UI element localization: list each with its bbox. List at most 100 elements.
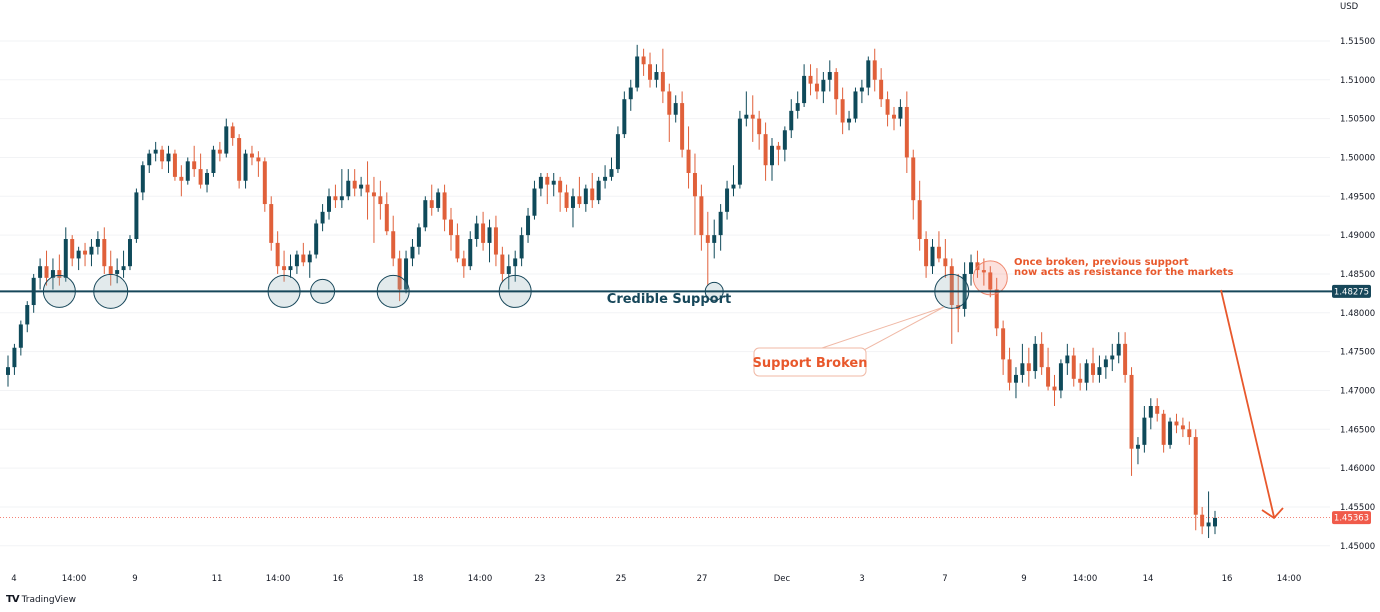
candle-body (442, 192, 447, 220)
candle-body (1142, 417, 1147, 445)
candle-body (198, 169, 203, 185)
time-tick-label: 14 (1143, 574, 1154, 584)
candle-body (519, 235, 524, 259)
support-touch-markers (42, 260, 1008, 309)
tradingview-brand[interactable]: TV TradingView (6, 594, 76, 605)
time-tick-label: 7 (942, 574, 947, 584)
candle-body (282, 266, 287, 271)
time-tick-label: 14:00 (62, 574, 87, 584)
candle-body (455, 235, 460, 259)
candle-body (1103, 359, 1108, 368)
candle-body (404, 258, 409, 290)
candle-body (847, 118, 852, 123)
candle-body (95, 239, 100, 247)
candle-body (969, 262, 974, 274)
candle-body (1135, 444, 1140, 449)
candle-body (859, 87, 864, 92)
bearish-projection-arrow (1220, 289, 1284, 520)
candle-body (288, 266, 293, 271)
candle-body (391, 231, 396, 259)
price-tick-label: 1.49500 (1340, 192, 1375, 202)
candle-body (1033, 343, 1038, 372)
candle-body (526, 215, 531, 236)
time-tick-label: 16 (1222, 574, 1233, 584)
candle-body (802, 75, 807, 104)
candle-body (686, 149, 691, 173)
candle-body (917, 200, 922, 240)
candle-body (1148, 406, 1153, 418)
candle-body (1007, 359, 1012, 383)
candle-body (371, 192, 376, 197)
candle-body (346, 180, 351, 197)
candle-body (269, 204, 274, 243)
candle-body (1058, 363, 1063, 391)
time-tick-label: 27 (697, 574, 708, 584)
candle-body (1168, 421, 1173, 445)
candle-body (705, 235, 710, 243)
candle-body (680, 103, 685, 150)
candle-body (891, 114, 896, 119)
candle-body (564, 192, 569, 208)
price-tick-label: 1.46000 (1340, 464, 1375, 474)
time-tick-label: 23 (535, 574, 546, 584)
candle-body (641, 56, 646, 65)
candle-body (179, 176, 184, 181)
candle-body (416, 227, 421, 247)
price-tick-label: 1.51000 (1340, 76, 1375, 86)
candle-body (635, 56, 640, 88)
candle-body (1046, 367, 1051, 387)
candle-body (660, 72, 665, 92)
candle-body (814, 83, 819, 92)
time-scale[interactable]: 4 14:00 9 11 14:00 16 18 14:00 23 25 27 Dec 3 7 9 14:00… (11, 574, 1301, 584)
candle-body (590, 188, 595, 201)
candle-body (474, 223, 479, 240)
candle-body (1206, 522, 1211, 527)
candle-body (577, 196, 582, 205)
candle-body (70, 239, 75, 259)
candle-body (365, 184, 370, 193)
price-tick-label: 1.51500 (1340, 37, 1375, 47)
candle-body (57, 270, 62, 278)
candle-body (654, 72, 659, 80)
candle-body (1071, 355, 1076, 379)
price-scale[interactable]: 1.51500 1.51000 1.50500 1.50000 1.49500 1.490… (1340, 37, 1375, 552)
candle-body (339, 196, 344, 201)
candle-body (834, 72, 839, 100)
candle-body (262, 161, 267, 205)
candle-body (333, 196, 338, 201)
resistance-note-line1: Once broken, previous support (1014, 257, 1189, 268)
price-tick-label: 1.46500 (1340, 425, 1375, 435)
candle-body (449, 219, 453, 236)
candle-body (487, 227, 492, 243)
time-tick-label: Dec (774, 574, 791, 584)
candle-body (1052, 386, 1057, 391)
time-tick-label: 18 (413, 574, 424, 584)
candlestick-series (6, 44, 1217, 539)
candle-body (558, 180, 563, 193)
support-price-tag-bg (1332, 284, 1371, 298)
candle-body (506, 266, 511, 274)
candle-body (673, 103, 678, 115)
price-tick-label: 1.48500 (1340, 270, 1375, 280)
support-price-tag-label: 1.48275 (1334, 287, 1369, 297)
candle-body (667, 91, 672, 115)
candle-body (1001, 328, 1006, 360)
candle-body (140, 165, 145, 193)
time-tick-label: 4 (11, 574, 16, 584)
currency-label: USD (1340, 2, 1359, 12)
time-tick-label: 3 (859, 574, 864, 584)
candle-body (866, 60, 871, 88)
candle-body (275, 242, 280, 267)
candle-body (821, 79, 826, 92)
candle-body (994, 289, 999, 329)
candle-body (1155, 406, 1160, 414)
candle-body (12, 347, 17, 368)
candle-body (872, 60, 877, 80)
candle-body (981, 270, 986, 273)
candle-body (160, 149, 165, 162)
arrow-head (1261, 507, 1284, 520)
candle-body (763, 134, 768, 166)
candle-body (924, 239, 929, 267)
support-label: Credible Support (607, 292, 731, 307)
candle-body (493, 227, 498, 255)
